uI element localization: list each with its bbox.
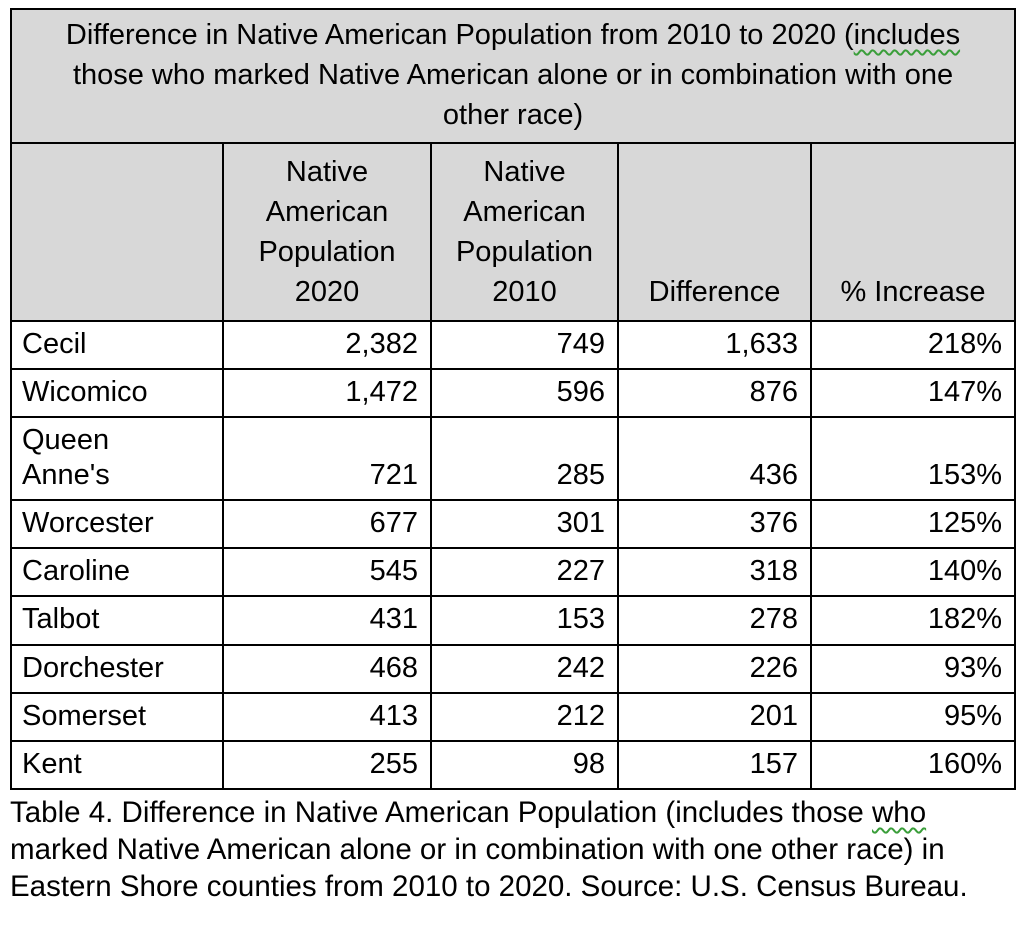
cell-county: Talbot xyxy=(10,595,224,646)
column-header-county xyxy=(10,142,224,323)
title-text-pre: Difference in Native American Population… xyxy=(65,19,854,51)
document-page: Difference in Native American Population… xyxy=(9,7,1017,906)
cell-difference: 436 xyxy=(617,416,812,501)
table-title-row: Difference in Native American Population… xyxy=(9,7,1017,145)
table-row: Caroline 545 227 318 140% xyxy=(10,547,1017,598)
cell-county: Kent xyxy=(10,740,224,791)
cell-difference: 201 xyxy=(617,691,812,743)
table-title: Difference in Native American Population… xyxy=(9,7,1017,145)
column-header-pop2010: Native American Population 2010 xyxy=(430,142,619,323)
column-header-pct-increase: % Increase xyxy=(809,142,1017,323)
cell-pct-increase: 140% xyxy=(809,547,1017,598)
cell-pop2020: 2,382 xyxy=(222,320,432,371)
table-row: Worcester 677 301 376 125% xyxy=(10,498,1017,550)
cell-pop2020: 255 xyxy=(222,740,432,791)
cell-pop2020: 468 xyxy=(222,643,432,694)
cell-pop2010: 301 xyxy=(430,498,619,550)
cell-pop2020: 677 xyxy=(222,498,432,550)
caption-text-post: marked Native American alone or in combi… xyxy=(10,833,968,903)
cell-pop2010: 212 xyxy=(430,691,619,743)
cell-pct-increase: 147% xyxy=(809,368,1017,419)
table-caption: Table 4. Difference in Native American P… xyxy=(10,795,1014,906)
cell-pop2020: 545 xyxy=(222,547,432,598)
population-table: Difference in Native American Population… xyxy=(9,7,1017,791)
cell-county: Caroline xyxy=(10,547,224,598)
grammar-squiggle-includes: includes xyxy=(853,19,961,51)
cell-pop2020: 721 xyxy=(222,416,432,501)
table-row: Talbot 431 153 278 182% xyxy=(10,595,1017,646)
cell-county: Somerset xyxy=(10,691,224,743)
cell-pop2010: 242 xyxy=(430,643,619,694)
cell-difference: 876 xyxy=(617,368,812,419)
cell-county: Cecil xyxy=(10,320,224,371)
table-row: Queen Anne's 721 285 436 153% xyxy=(10,416,1017,501)
cell-pct-increase: 182% xyxy=(809,595,1017,646)
cell-county: Worcester xyxy=(10,498,224,550)
cell-county: Wicomico xyxy=(10,368,224,419)
cell-pop2020: 1,472 xyxy=(222,368,432,419)
cell-pct-increase: 218% xyxy=(809,320,1017,371)
cell-pop2020: 413 xyxy=(222,691,432,743)
table-row: Cecil 2,382 749 1,633 218% xyxy=(10,320,1017,371)
table-row: Wicomico 1,472 596 876 147% xyxy=(10,368,1017,419)
table-header-row: Native American Population 2020 Native A… xyxy=(10,142,1017,323)
cell-pop2010: 98 xyxy=(430,740,619,791)
table-row: Dorchester 468 242 226 93% xyxy=(10,643,1017,694)
cell-pop2010: 285 xyxy=(430,416,619,501)
column-header-difference: Difference xyxy=(617,142,812,323)
grammar-squiggle-who: who xyxy=(872,796,927,830)
cell-difference: 1,633 xyxy=(617,320,812,371)
cell-county: Queen Anne's xyxy=(10,416,224,501)
cell-pop2010: 749 xyxy=(430,320,619,371)
cell-county: Dorchester xyxy=(10,643,224,694)
cell-difference: 318 xyxy=(617,547,812,598)
cell-difference: 157 xyxy=(617,740,812,791)
cell-pop2010: 596 xyxy=(430,368,619,419)
cell-pct-increase: 125% xyxy=(809,498,1017,550)
cell-pct-increase: 95% xyxy=(809,691,1017,743)
caption-text-pre: Table 4. Difference in Native American P… xyxy=(10,796,872,830)
cell-pop2010: 153 xyxy=(430,595,619,646)
cell-pct-increase: 93% xyxy=(809,643,1017,694)
cell-difference: 278 xyxy=(617,595,812,646)
table-row: Somerset 413 212 201 95% xyxy=(10,691,1017,743)
cell-pct-increase: 153% xyxy=(809,416,1017,501)
table-row: Kent 255 98 157 160% xyxy=(10,740,1017,791)
cell-pct-increase: 160% xyxy=(809,740,1017,791)
cell-difference: 226 xyxy=(617,643,812,694)
cell-difference: 376 xyxy=(617,498,812,550)
cell-pop2020: 431 xyxy=(222,595,432,646)
title-text-post: those who marked Native American alone o… xyxy=(72,59,954,132)
column-header-pop2020: Native American Population 2020 xyxy=(222,142,432,323)
cell-pop2010: 227 xyxy=(430,547,619,598)
